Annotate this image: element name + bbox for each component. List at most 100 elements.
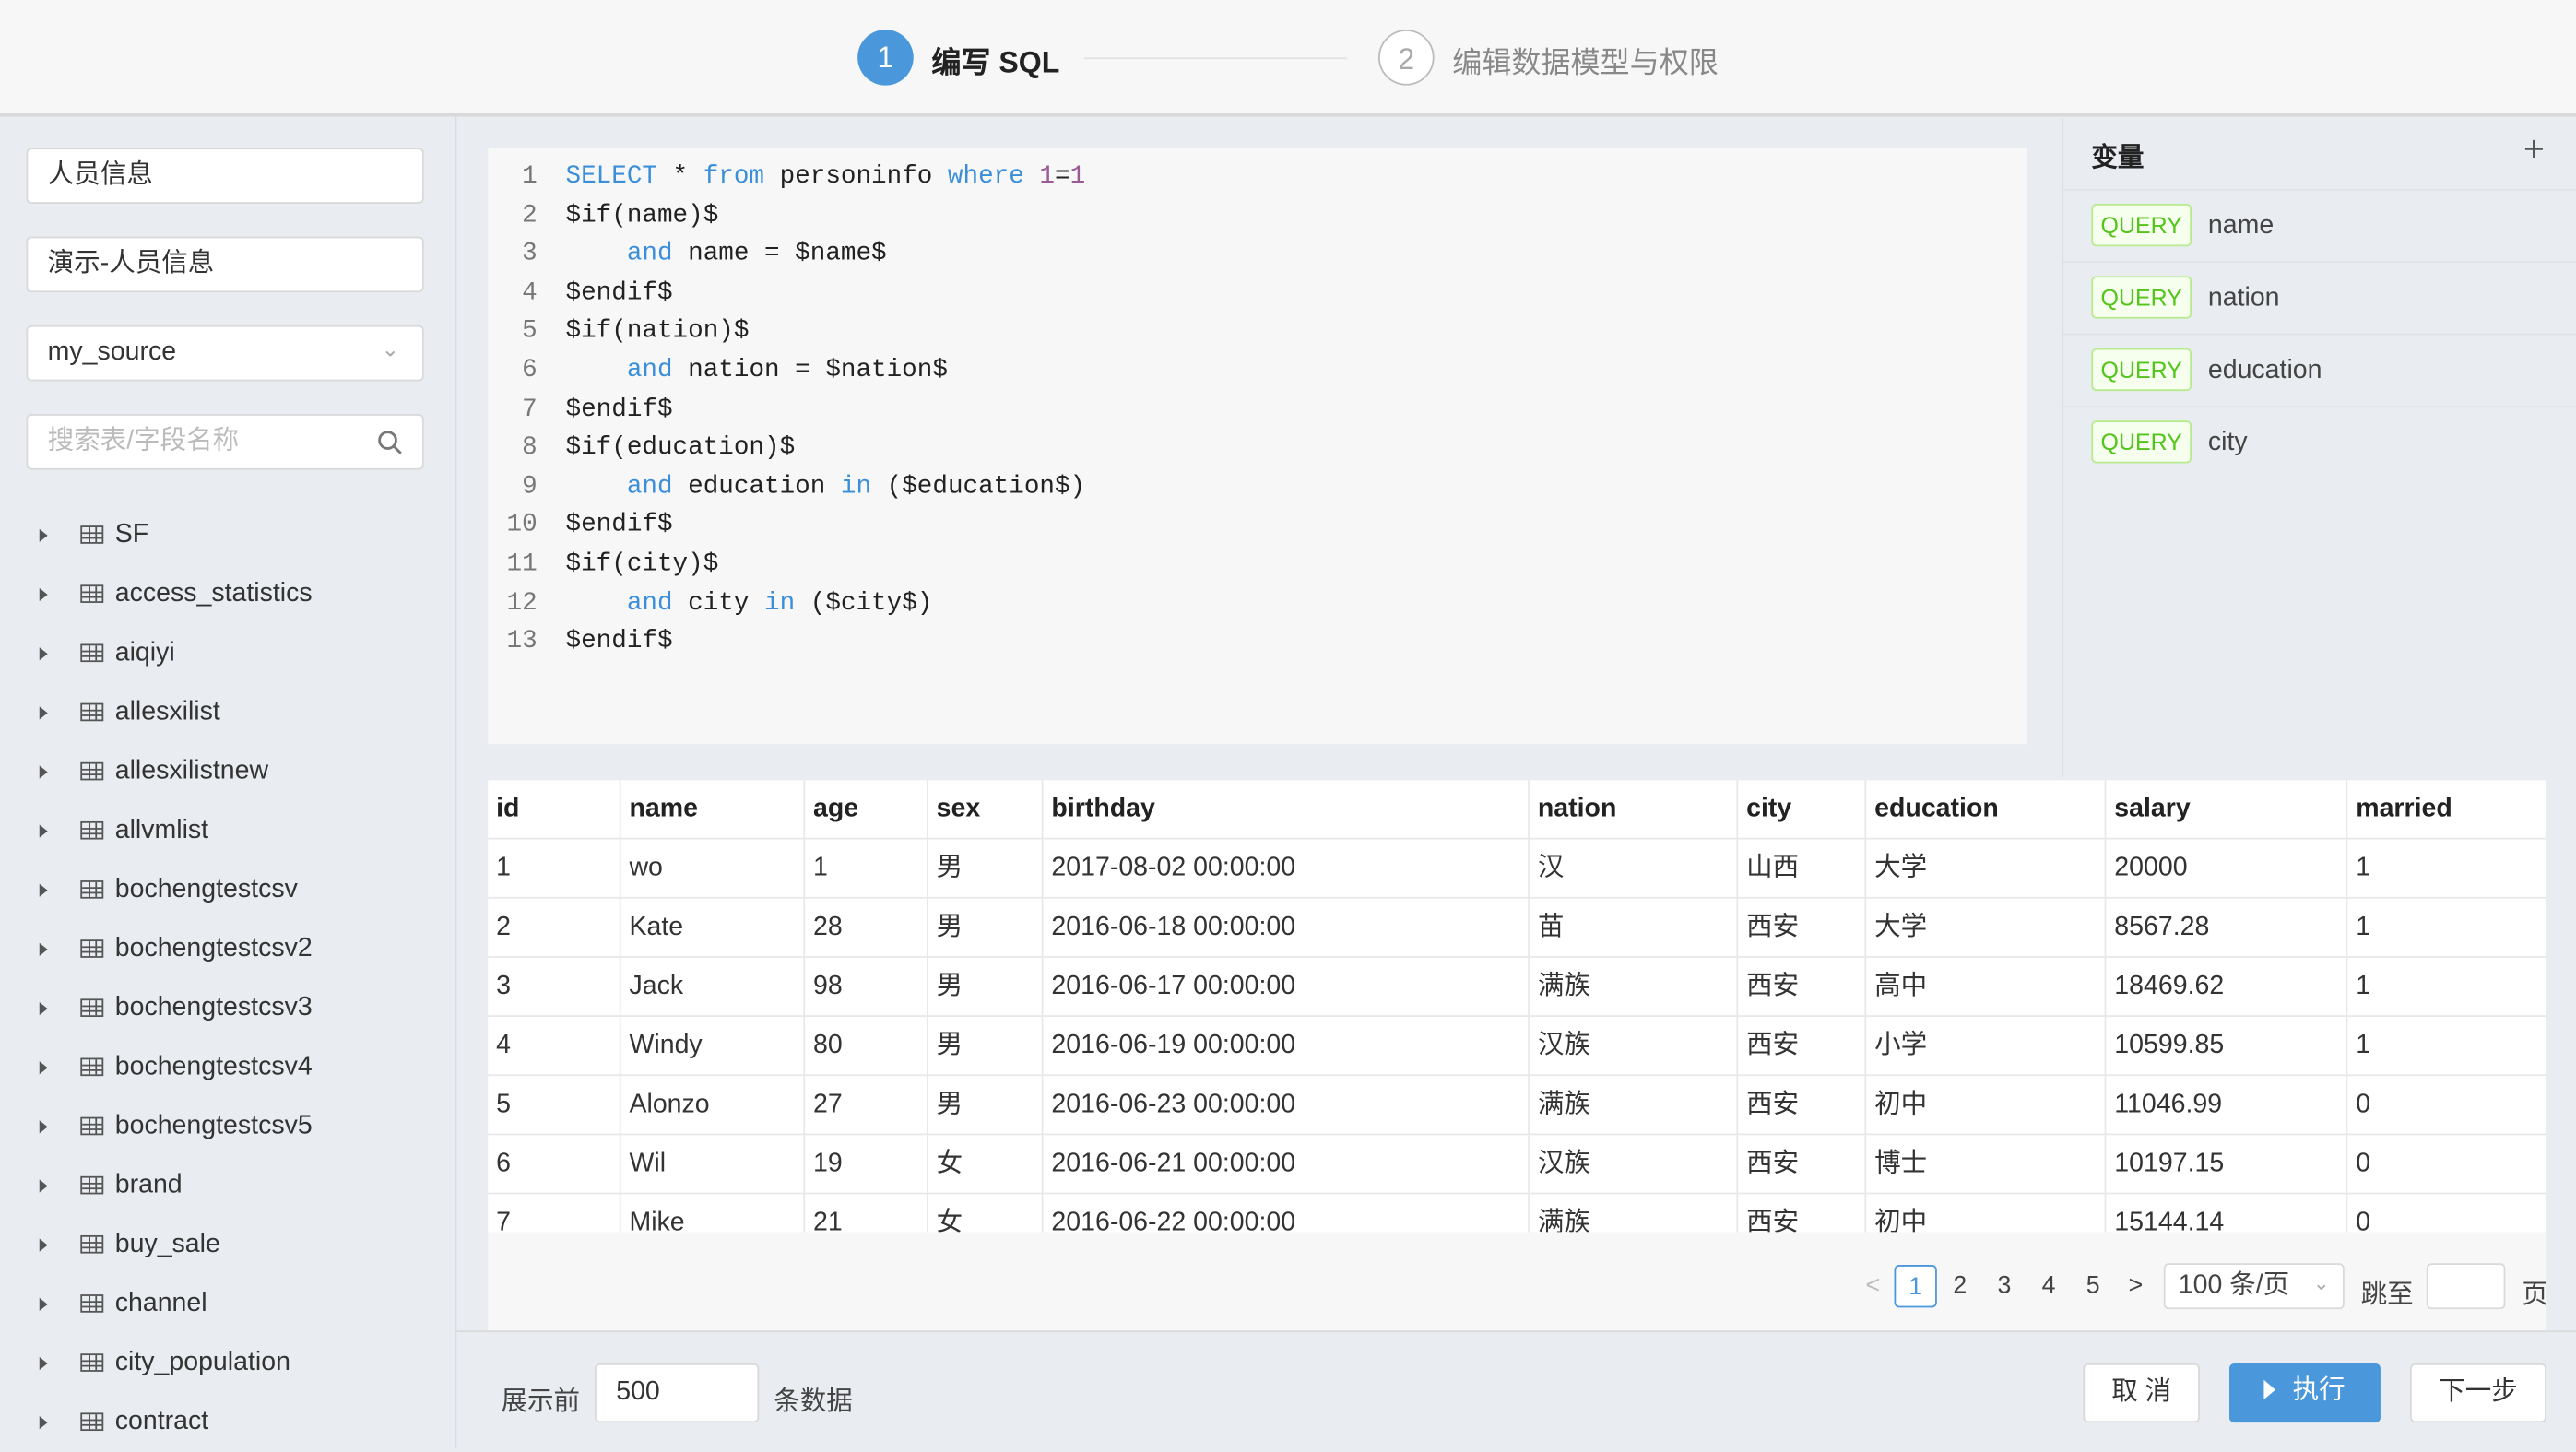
table-cell: 3 bbox=[496, 972, 512, 1001]
expand-caret-icon[interactable] bbox=[39, 764, 48, 779]
line-number: 13 bbox=[506, 626, 538, 656]
variable-item[interactable]: QUERY nation bbox=[2063, 261, 2576, 335]
expand-caret-icon[interactable] bbox=[39, 1297, 48, 1311]
expand-caret-icon[interactable] bbox=[39, 1356, 48, 1370]
table-tree-item[interactable]: allesxilist bbox=[39, 683, 220, 742]
search-input[interactable]: 搜索表/字段名称 bbox=[26, 414, 424, 470]
step-connector bbox=[1084, 57, 1348, 60]
variable-item[interactable]: QUERY name bbox=[2063, 188, 2576, 263]
prev-page-button[interactable]: < bbox=[1865, 1271, 1881, 1300]
expand-caret-icon[interactable] bbox=[39, 1415, 48, 1429]
sql-keyword: in bbox=[840, 471, 872, 502]
table-cell: 小学 bbox=[1864, 1016, 2104, 1077]
expand-caret-icon[interactable] bbox=[39, 528, 48, 542]
page-button[interactable]: 2 bbox=[1953, 1271, 1967, 1300]
expand-caret-icon[interactable] bbox=[39, 1001, 48, 1015]
code-line: 7 $endif$ bbox=[488, 390, 672, 429]
table-tree-item[interactable]: allvmlist bbox=[39, 802, 208, 861]
table-cell: 8567.28 bbox=[2104, 898, 2346, 958]
expand-caret-icon[interactable] bbox=[39, 646, 48, 660]
table-tree-item[interactable]: buy_sale bbox=[39, 1216, 220, 1275]
display-name-input[interactable]: 演示-人员信息 bbox=[26, 236, 424, 293]
page-button[interactable]: 1 bbox=[1894, 1265, 1937, 1308]
table-tree-item[interactable]: contract bbox=[39, 1393, 208, 1452]
sql-keyword: and bbox=[626, 354, 673, 384]
column-header[interactable]: id bbox=[496, 795, 520, 823]
column-header[interactable]: nation bbox=[1528, 780, 1736, 840]
expand-caret-icon[interactable] bbox=[39, 1238, 48, 1252]
code-line: 1 SELECT * from personinfo where 1=1 bbox=[488, 158, 1085, 196]
sql-keyword: and bbox=[626, 587, 673, 618]
table-tree-item[interactable]: brand bbox=[39, 1156, 183, 1215]
next-step-button[interactable]: 下一步 bbox=[2410, 1363, 2546, 1423]
code-line: 2 $if(name)$ bbox=[488, 196, 718, 235]
sql-text: $endif$ bbox=[565, 277, 673, 307]
column-header[interactable]: education bbox=[1864, 780, 2104, 840]
variable-item[interactable]: QUERY education bbox=[2063, 333, 2576, 407]
plus-icon[interactable]: + bbox=[2523, 127, 2545, 170]
table-tree-item[interactable]: bochengtestcsv4 bbox=[39, 1038, 313, 1097]
column-header[interactable]: name bbox=[619, 780, 804, 840]
table-tree-item[interactable]: bochengtestcsv5 bbox=[39, 1097, 313, 1156]
table-tree-item[interactable]: aiqiyi bbox=[39, 624, 175, 683]
column-header[interactable]: married bbox=[2346, 780, 2546, 840]
line-number: 8 bbox=[522, 431, 538, 463]
table-header-row: id name age sex birthday nation city education s… bbox=[488, 780, 2546, 840]
table-tree-item[interactable]: bochengtestcsv3 bbox=[39, 979, 313, 1038]
table-cell: 大学 bbox=[1864, 898, 2104, 958]
expand-caret-icon[interactable] bbox=[39, 1119, 48, 1134]
table-cell: Windy bbox=[619, 1016, 804, 1077]
search-icon[interactable] bbox=[378, 431, 403, 455]
table-cell: Jack bbox=[619, 957, 804, 1017]
row-limit-input[interactable]: 500 bbox=[595, 1363, 760, 1423]
table-tree-item[interactable]: allesxilistnew bbox=[39, 742, 268, 801]
expand-caret-icon[interactable] bbox=[39, 587, 48, 601]
expand-caret-icon[interactable] bbox=[39, 824, 48, 838]
table-tree-item[interactable]: channel bbox=[39, 1275, 207, 1334]
column-header[interactable]: sex bbox=[926, 780, 1042, 840]
column-header[interactable]: age bbox=[803, 780, 927, 840]
table-tree-item[interactable]: SF bbox=[39, 506, 148, 565]
variable-item[interactable]: QUERY city bbox=[2063, 406, 2576, 479]
jump-page-input[interactable] bbox=[2426, 1263, 2506, 1310]
table-name: bochengtestcsv bbox=[114, 875, 298, 904]
cancel-button[interactable]: 取 消 bbox=[2083, 1363, 2200, 1423]
next-page-button[interactable]: > bbox=[2128, 1271, 2144, 1300]
table-cell: 2016-06-17 00:00:00 bbox=[1041, 957, 1528, 1017]
table-tree-item[interactable]: access_statistics bbox=[39, 565, 313, 624]
table-tree-item[interactable]: bochengtestcsv bbox=[39, 861, 298, 920]
page-button[interactable]: 4 bbox=[2041, 1271, 2056, 1300]
sql-editor[interactable]: 1 SELECT * from personinfo where 1=1 2 $i… bbox=[488, 148, 2027, 745]
sidebar: 人员信息 演示-人员信息 my_source ⌄ 搜索表/字段名称 SF acce… bbox=[0, 116, 457, 1452]
table-tree-item[interactable]: city_population bbox=[39, 1334, 290, 1393]
code-line: 9 and education in ($education$) bbox=[488, 467, 1085, 506]
table-icon bbox=[80, 939, 104, 959]
run-button[interactable]: 执行 bbox=[2229, 1363, 2381, 1423]
line-number: 1 bbox=[522, 160, 538, 191]
table-tree-item[interactable]: bochengtestcsv2 bbox=[39, 920, 313, 979]
table-icon bbox=[80, 1058, 104, 1077]
table-icon bbox=[80, 643, 104, 663]
table-row: 7 Mike 21 女 2016-06-22 00:00:00 满族 西安 初中 15144.1… bbox=[488, 1194, 2546, 1233]
page-size-select[interactable]: 100 条/页 ⌄ bbox=[2163, 1263, 2345, 1310]
expand-caret-icon[interactable] bbox=[39, 705, 48, 720]
page-button[interactable]: 5 bbox=[2086, 1271, 2100, 1300]
sql-text bbox=[566, 355, 627, 384]
table-row: 2 Kate 28 男 2016-06-18 00:00:00 苗西安 大学 8567.28 1 bbox=[488, 898, 2546, 958]
expand-caret-icon[interactable] bbox=[39, 1060, 48, 1074]
table-cell: 27 bbox=[803, 1076, 927, 1136]
source-select[interactable]: my_source ⌄ bbox=[26, 325, 424, 382]
column-header[interactable]: birthday bbox=[1041, 780, 1528, 840]
expand-caret-icon[interactable] bbox=[39, 883, 48, 897]
expand-caret-icon[interactable] bbox=[39, 1178, 48, 1193]
expand-caret-icon[interactable] bbox=[39, 942, 48, 956]
table-icon bbox=[80, 1353, 104, 1373]
column-header[interactable]: city bbox=[1736, 780, 1864, 840]
column-header[interactable]: salary bbox=[2104, 780, 2346, 840]
page-button[interactable]: 3 bbox=[1997, 1271, 2012, 1300]
table-cell: 10197.15 bbox=[2104, 1135, 2346, 1195]
sql-text: $endif$ bbox=[565, 626, 673, 656]
dataset-name-input[interactable]: 人员信息 bbox=[26, 148, 424, 204]
variable-name: city bbox=[2207, 429, 2248, 457]
table-icon bbox=[80, 525, 104, 545]
